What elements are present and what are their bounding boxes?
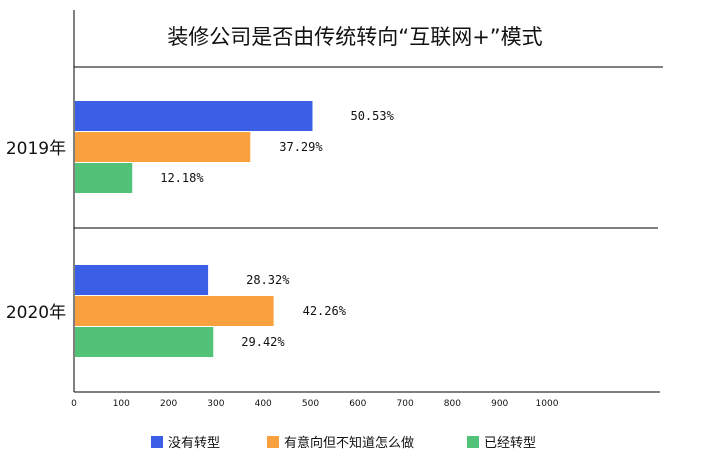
bar-0-0 [75,101,313,131]
bar-1-1 [75,296,274,326]
x-tick-0: 0 [71,399,77,409]
legend-label-2: 已经转型 [484,436,536,451]
legend-label-0: 没有转型 [168,436,220,451]
x-tick-6: 600 [349,399,366,409]
x-tick-7: 700 [397,399,414,409]
bar-1-0 [75,265,209,295]
data-label-0-0: 50.53% [350,109,394,123]
bar-1-2 [75,327,214,357]
bar-0-1 [75,132,251,162]
bar-0-2 [75,163,133,193]
data-label-1-2: 29.42% [241,335,285,349]
x-tick-2: 200 [160,399,177,409]
category-label-0: 2019年 [6,139,66,159]
x-tick-9: 900 [491,399,508,409]
legend-swatch-1 [267,436,279,448]
x-tick-3: 300 [207,399,224,409]
x-tick-10: 1000 [536,399,559,409]
legend-swatch-0 [151,436,163,448]
category-label-1: 2020年 [6,303,66,323]
x-tick-1: 100 [113,399,130,409]
legend-label-1: 有意向但不知道怎么做 [284,435,414,451]
data-label-1-0: 28.32% [246,273,290,287]
legend-swatch-2 [467,436,479,448]
chart-title: 装修公司是否由传统转向“互联网+”模式 [167,25,542,49]
data-label-0-2: 12.18% [160,171,204,185]
data-label-1-1: 42.26% [303,304,347,318]
data-label-0-1: 37.29% [279,140,323,154]
x-tick-8: 800 [444,399,461,409]
x-tick-5: 500 [302,399,319,409]
x-tick-4: 400 [255,399,272,409]
